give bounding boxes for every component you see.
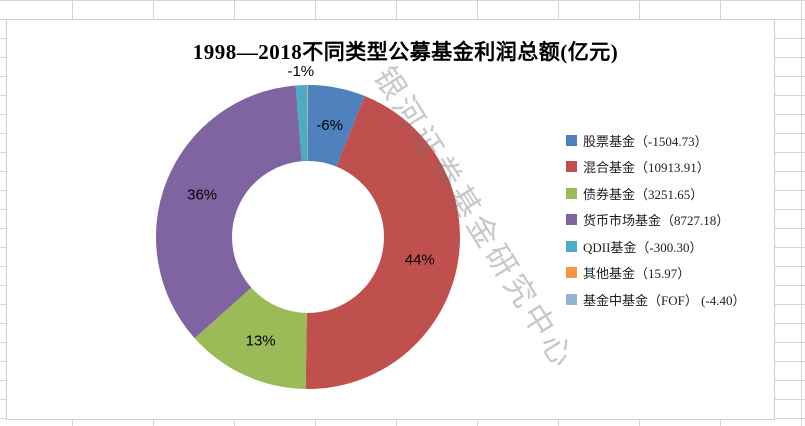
legend-label: 混合基金（10913.91） [583,160,710,176]
legend-label: 股票基金（-1504.73） [583,133,708,149]
legend-item-2[interactable]: 债券基金（3251.65） [566,180,746,207]
legend-item-0[interactable]: 股票基金（-1504.73） [566,127,746,154]
pie-slice-4[interactable] [295,85,308,162]
legend-item-5[interactable]: 其他基金（15.97） [566,260,746,287]
pie-slice-1[interactable] [305,95,461,390]
legend-label: QDII基金（-300.30） [583,239,703,255]
legend-swatch-icon [566,187,577,199]
slice-percent-label-2: 13% [246,333,276,350]
legend-swatch-icon [566,161,577,173]
legend-swatch-icon [566,134,577,146]
legend-label: 债券基金（3251.65） [583,186,704,202]
legend-label: 其他基金（15.97） [583,266,691,282]
chart-title: 1998—2018不同类型公募基金利润总额(亿元) [192,40,619,64]
legend-swatch-icon [566,267,577,279]
legend-swatch-icon [566,293,577,305]
legend: 股票基金（-1504.73） 混合基金（10913.91） 债券基金（3251.65… [566,127,746,313]
legend-item-3[interactable]: 货币市场基金（8727.18） [566,207,746,234]
legend-item-4[interactable]: QDII基金（-300.30） [566,233,746,260]
slice-percent-label-4: -1% [287,63,314,80]
pie-slice-2[interactable] [194,287,307,389]
slice-percent-label-0: -6% [316,117,343,134]
legend-label: 基金中基金（FOF） (-4.40） [583,292,746,308]
legend-label: 货币市场基金（8727.18） [583,213,730,229]
slice-percent-label-1: 44% [405,252,435,269]
slice-percent-label-3: 36% [187,187,217,204]
pie-slice-0[interactable] [308,85,365,167]
legend-swatch-icon [566,214,577,226]
legend-item-6[interactable]: 基金中基金（FOF） (-4.40） [566,286,746,313]
pie-slice-3[interactable] [156,85,302,339]
legend-swatch-icon [566,240,577,252]
pie-slice-5[interactable] [307,85,308,162]
legend-item-1[interactable]: 混合基金（10913.91） [566,154,746,181]
